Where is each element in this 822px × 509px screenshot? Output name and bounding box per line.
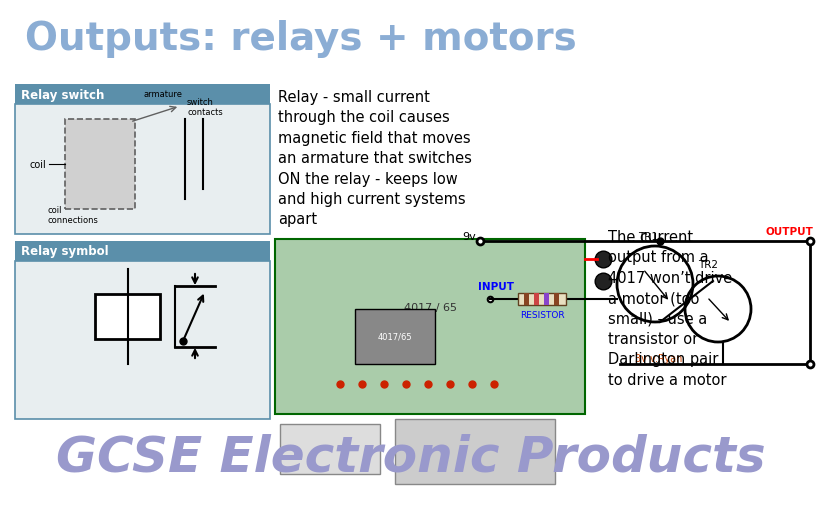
Bar — [395, 419, 555, 484]
Text: GCSE Electronic Products: GCSE Electronic Products — [56, 433, 766, 481]
Text: OUTPUT: OUTPUT — [765, 227, 813, 237]
Text: RESISTOR: RESISTOR — [520, 310, 565, 319]
Text: switch
contacts: switch contacts — [187, 97, 223, 117]
Text: The current
output from a
4017 won’t drive
a motor (too
small) - use a
transisto: The current output from a 4017 won’t dri… — [608, 230, 732, 387]
Text: Relay - small current
through the coil causes
magnetic field that moves
an armat: Relay - small current through the coil c… — [278, 90, 472, 227]
Bar — [554, 293, 559, 305]
Bar — [355, 309, 435, 364]
Text: coil
connections: coil connections — [47, 205, 98, 224]
Text: 3v v.Ryan: 3v v.Ryan — [635, 353, 682, 363]
Text: coil: coil — [29, 160, 46, 169]
Bar — [524, 293, 529, 305]
Bar — [65, 120, 135, 210]
Bar — [534, 293, 539, 305]
Text: TR2: TR2 — [698, 260, 718, 269]
Text: Outputs: relays + motors: Outputs: relays + motors — [25, 20, 577, 58]
Bar — [95, 294, 160, 340]
Bar — [15, 242, 270, 262]
Text: 4017 / 65: 4017 / 65 — [404, 302, 456, 312]
Bar — [518, 293, 566, 305]
Bar — [15, 85, 270, 105]
Text: Relay switch: Relay switch — [21, 89, 104, 101]
Bar — [275, 240, 585, 414]
Bar — [15, 105, 270, 235]
Text: armature: armature — [143, 90, 182, 99]
Text: 4017/65: 4017/65 — [377, 332, 413, 342]
Text: Relay symbol: Relay symbol — [21, 245, 109, 258]
Bar — [15, 262, 270, 419]
Text: INPUT: INPUT — [478, 281, 514, 292]
Text: 9v: 9v — [462, 232, 476, 242]
Text: TR1: TR1 — [638, 232, 658, 242]
Bar — [544, 293, 549, 305]
Bar — [280, 424, 380, 474]
